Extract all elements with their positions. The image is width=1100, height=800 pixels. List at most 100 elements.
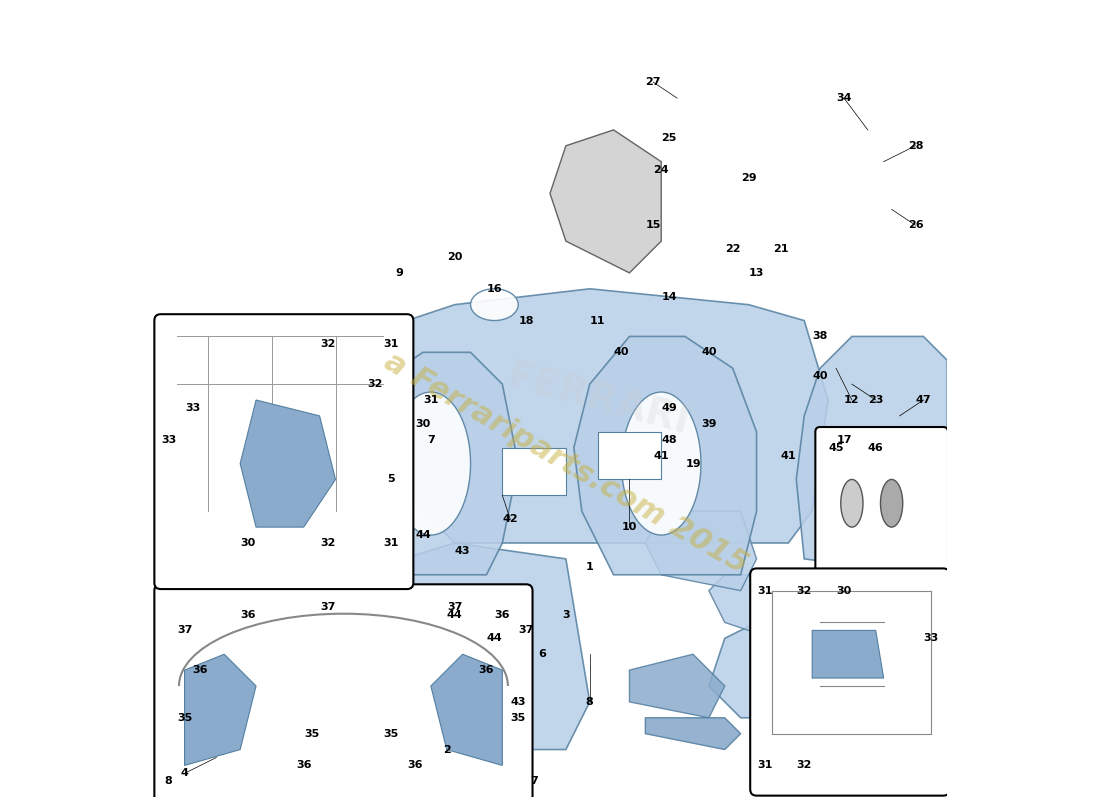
Text: 28: 28 — [908, 141, 923, 150]
Text: 32: 32 — [320, 339, 336, 350]
Polygon shape — [804, 574, 915, 654]
Text: 46: 46 — [868, 442, 883, 453]
Text: 16: 16 — [486, 284, 503, 294]
Polygon shape — [796, 337, 947, 574]
FancyBboxPatch shape — [815, 427, 948, 579]
Text: 30: 30 — [416, 419, 430, 429]
FancyBboxPatch shape — [154, 314, 414, 589]
Text: 32: 32 — [796, 761, 812, 770]
Text: 43: 43 — [510, 697, 526, 707]
Polygon shape — [646, 718, 740, 750]
Ellipse shape — [392, 392, 471, 535]
Text: 47: 47 — [915, 395, 932, 405]
Text: 36: 36 — [192, 665, 208, 675]
Text: 36: 36 — [495, 610, 510, 619]
Text: 35: 35 — [304, 729, 319, 738]
Text: 44: 44 — [447, 610, 462, 619]
Text: 39: 39 — [701, 419, 716, 429]
Ellipse shape — [471, 289, 518, 321]
Polygon shape — [708, 606, 868, 718]
Text: 18: 18 — [518, 315, 534, 326]
Text: 31: 31 — [757, 761, 772, 770]
Text: 48: 48 — [661, 434, 676, 445]
Text: 15: 15 — [646, 220, 661, 230]
Text: 37: 37 — [518, 626, 534, 635]
Text: 13: 13 — [749, 268, 764, 278]
Text: 2: 2 — [443, 745, 451, 754]
Polygon shape — [240, 400, 336, 527]
Text: 43: 43 — [455, 546, 471, 556]
Text: 44: 44 — [415, 530, 431, 540]
Text: 22: 22 — [725, 244, 740, 254]
Text: 32: 32 — [320, 538, 336, 548]
Text: 40: 40 — [614, 347, 629, 358]
Text: 7: 7 — [530, 776, 538, 786]
Text: 29: 29 — [740, 173, 757, 182]
Text: 4: 4 — [180, 768, 188, 778]
Text: 14: 14 — [661, 292, 676, 302]
Text: 33: 33 — [185, 403, 200, 413]
Text: 32: 32 — [796, 586, 812, 596]
Text: 36: 36 — [296, 761, 311, 770]
Ellipse shape — [880, 479, 903, 527]
Text: a Ferrariparts.com 2015: a Ferrariparts.com 2015 — [379, 347, 752, 580]
Text: 1: 1 — [586, 562, 594, 572]
Polygon shape — [392, 289, 828, 543]
Text: 20: 20 — [447, 252, 462, 262]
Text: 37: 37 — [447, 602, 462, 611]
Polygon shape — [185, 654, 256, 766]
Text: 10: 10 — [621, 522, 637, 532]
Polygon shape — [629, 654, 725, 718]
Text: 7: 7 — [427, 434, 434, 445]
Text: 12: 12 — [844, 395, 859, 405]
Text: 35: 35 — [510, 713, 526, 722]
Text: 37: 37 — [320, 602, 336, 611]
Text: 35: 35 — [384, 729, 398, 738]
Text: 27: 27 — [646, 78, 661, 87]
Text: 41: 41 — [781, 450, 796, 461]
Text: 24: 24 — [653, 165, 669, 174]
FancyBboxPatch shape — [154, 584, 532, 800]
Text: 17: 17 — [836, 434, 851, 445]
Polygon shape — [232, 543, 590, 750]
Text: 23: 23 — [868, 395, 883, 405]
Text: 21: 21 — [772, 244, 788, 254]
Text: 6: 6 — [538, 650, 546, 659]
Text: 33: 33 — [924, 634, 939, 643]
Text: 32: 32 — [367, 379, 383, 389]
Text: 3: 3 — [562, 610, 570, 619]
Text: 30: 30 — [241, 538, 255, 548]
Text: 37: 37 — [177, 626, 192, 635]
Ellipse shape — [840, 479, 864, 527]
Text: 19: 19 — [685, 458, 701, 469]
Polygon shape — [336, 352, 518, 574]
Text: 31: 31 — [424, 395, 439, 405]
Text: 35: 35 — [177, 713, 192, 722]
Text: 38: 38 — [813, 331, 828, 342]
Polygon shape — [646, 511, 757, 590]
Text: 11: 11 — [590, 315, 605, 326]
Polygon shape — [574, 337, 757, 574]
Ellipse shape — [621, 392, 701, 535]
Text: 31: 31 — [384, 538, 399, 548]
FancyBboxPatch shape — [750, 569, 949, 796]
Text: 31: 31 — [384, 339, 399, 350]
Text: 40: 40 — [701, 347, 716, 358]
Text: 33: 33 — [161, 434, 176, 445]
Text: 36: 36 — [478, 665, 494, 675]
Text: 36: 36 — [407, 761, 422, 770]
Text: 5: 5 — [387, 474, 395, 485]
Text: 40: 40 — [813, 371, 828, 381]
Text: 42: 42 — [503, 514, 518, 524]
Text: 8: 8 — [165, 776, 173, 786]
Text: 30: 30 — [836, 586, 851, 596]
Text: 9: 9 — [395, 268, 403, 278]
Text: 25: 25 — [661, 133, 676, 143]
Polygon shape — [597, 432, 661, 479]
Text: 49: 49 — [661, 403, 676, 413]
Polygon shape — [550, 130, 661, 273]
Polygon shape — [812, 630, 883, 678]
Text: 45: 45 — [828, 442, 844, 453]
Text: 8: 8 — [586, 697, 594, 707]
Text: FERRARI: FERRARI — [502, 358, 693, 442]
